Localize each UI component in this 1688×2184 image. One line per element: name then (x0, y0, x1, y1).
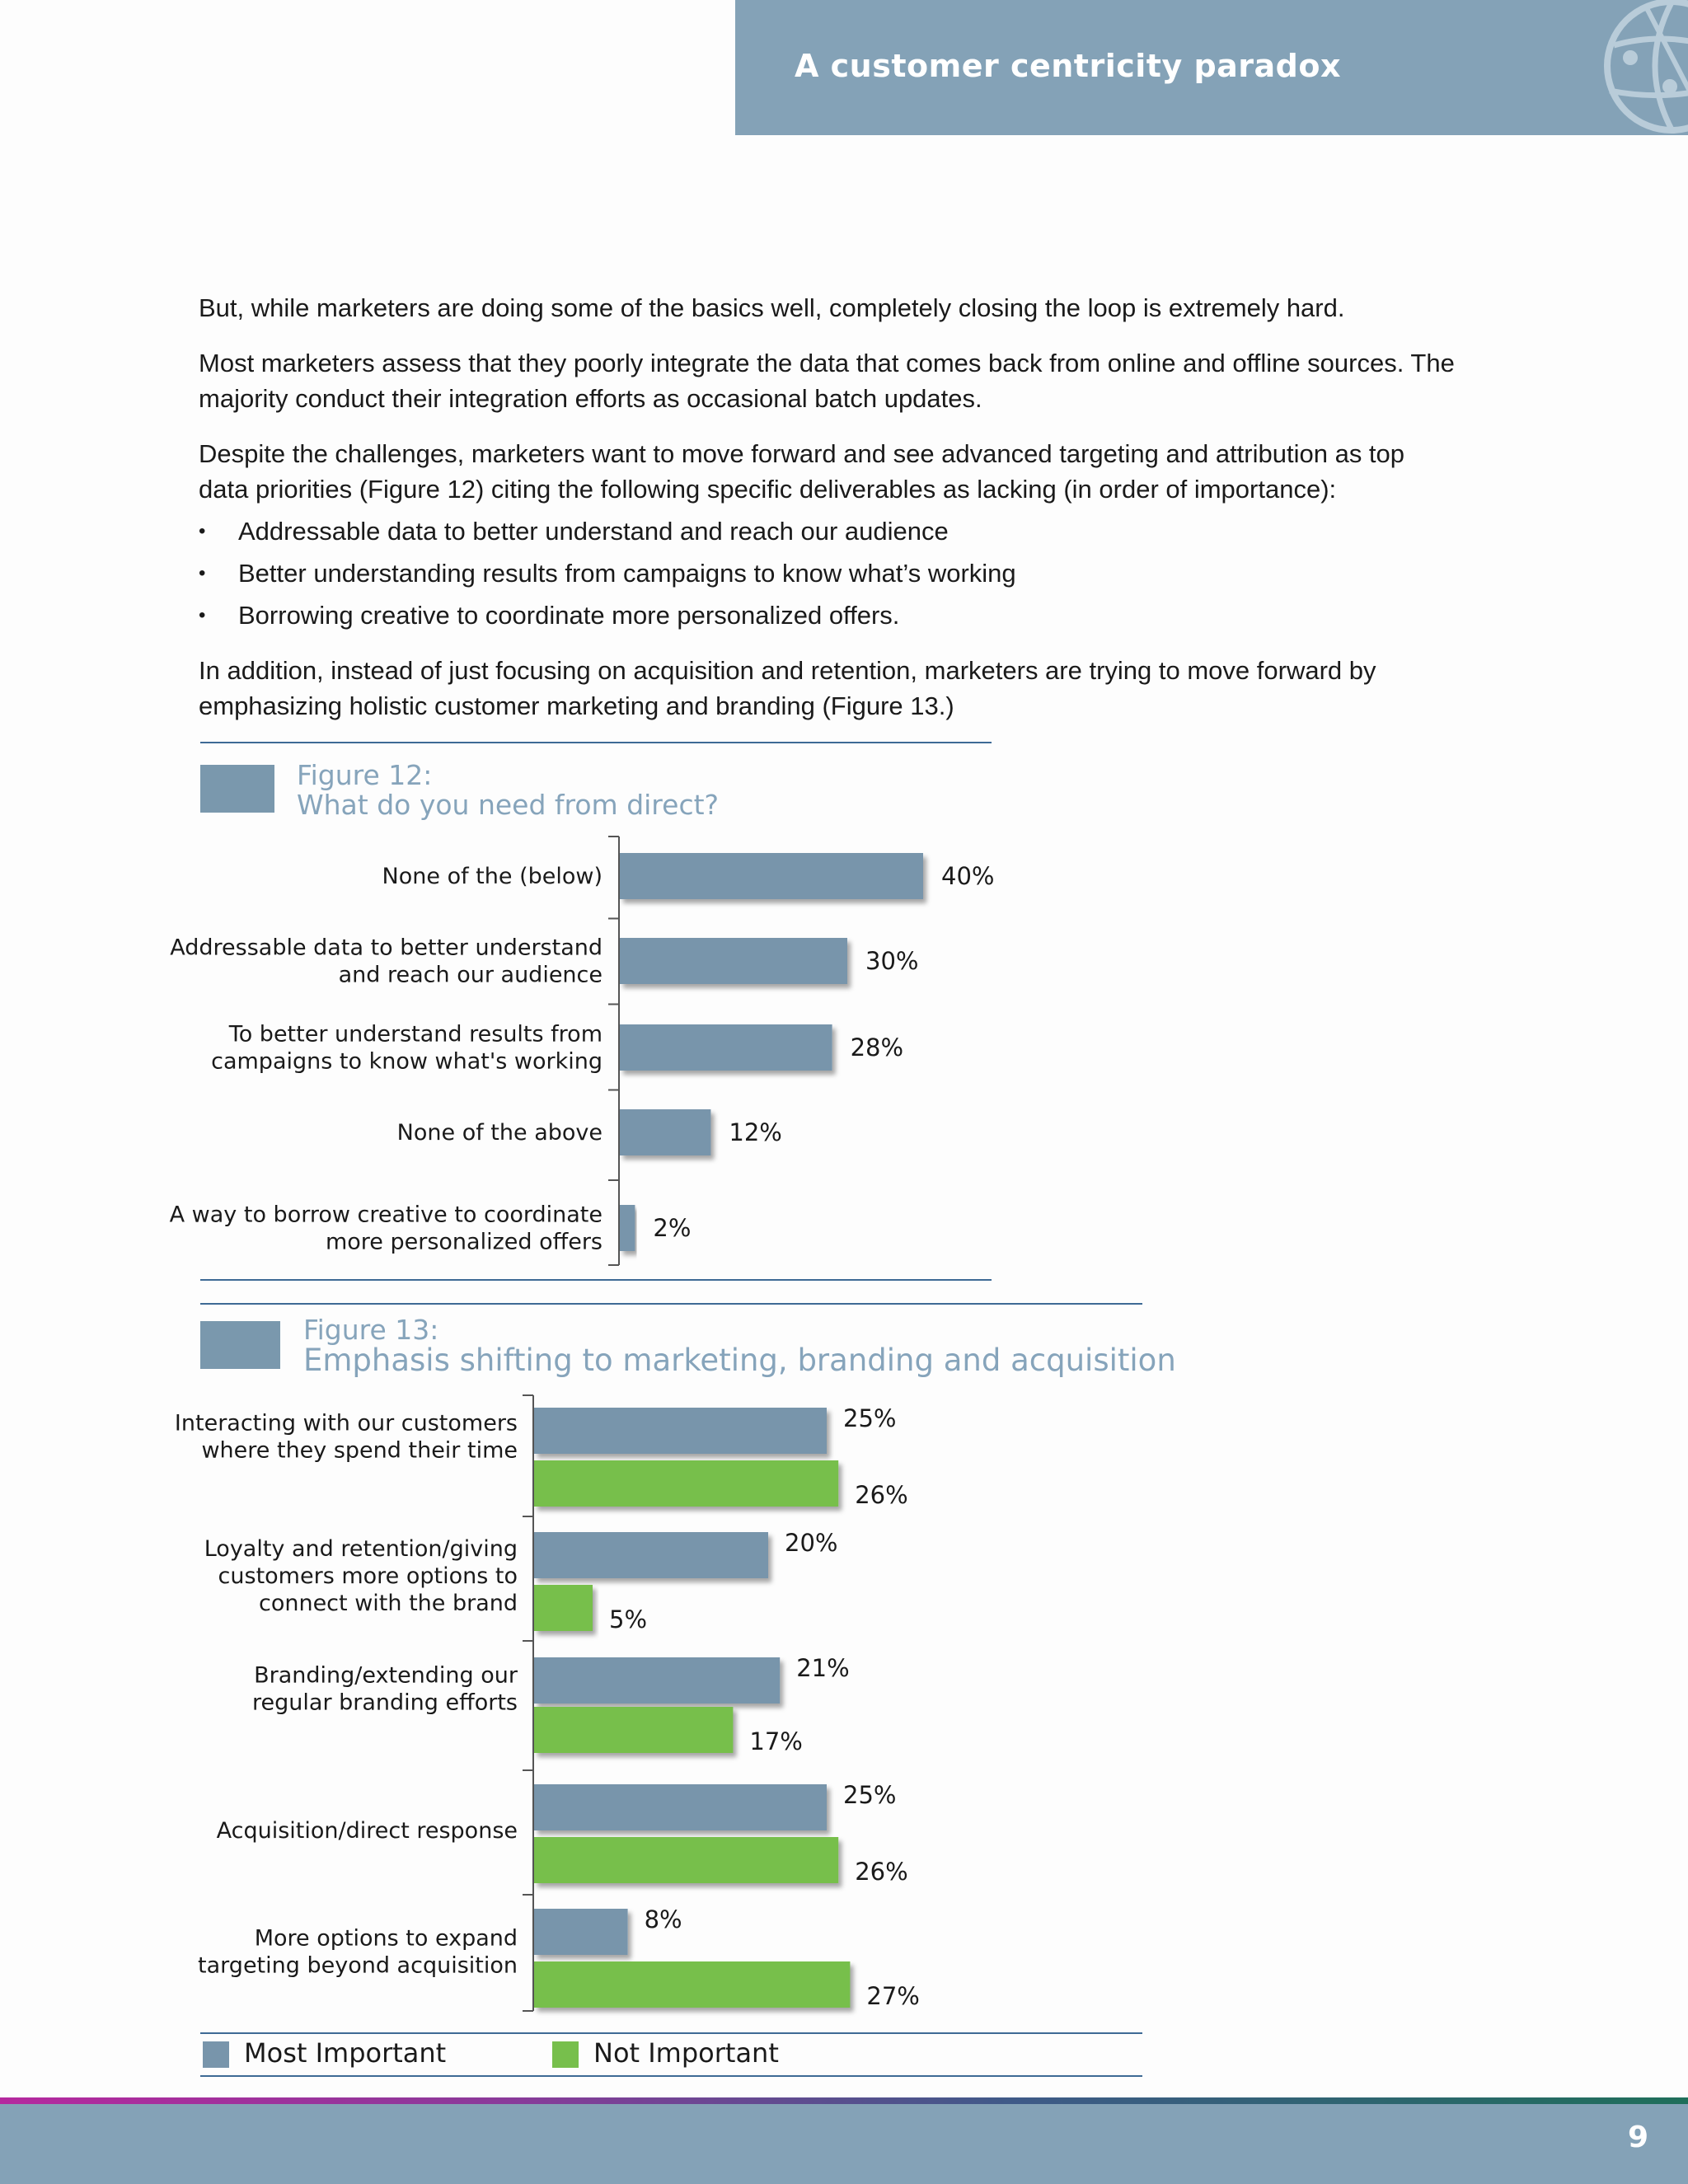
data-label: 12% (729, 1118, 781, 1146)
category-label: Branding/extending our regular branding e… (252, 1663, 518, 1716)
bar (534, 1837, 839, 1883)
data-label: 28% (851, 1033, 903, 1062)
category-label: Addressable data to better understand and… (170, 935, 603, 988)
category-label: Interacting with our customers where they… (175, 1411, 518, 1464)
bar (620, 1109, 711, 1155)
paragraph: In addition, instead of just focusing on… (199, 656, 1376, 720)
legend-swatch-most-important (203, 2041, 229, 2068)
category-label: Acquisition/direct response (217, 1818, 518, 1844)
paragraph: Most marketers assess that they poorly i… (199, 349, 1455, 413)
category-label: To better understand results from campaig… (211, 1022, 603, 1075)
bar (534, 1585, 593, 1631)
legend-label-most-important: Most Important (244, 2037, 447, 2069)
header-title: A customer centricity paradox (795, 48, 1341, 84)
figure12-title: What do you need from direct? (297, 789, 720, 821)
data-label: 27% (866, 1982, 919, 2010)
data-label: 5% (609, 1605, 647, 1633)
data-label: 40% (941, 862, 994, 890)
paragraph: Despite the challenges, marketers want t… (199, 439, 1405, 504)
category-label: More options to expand targeting beyond a… (198, 1926, 518, 1979)
legend-bottom-rule (200, 2075, 1142, 2077)
bar (534, 1909, 628, 1955)
bar (534, 1532, 768, 1578)
bullet-item: Borrowing creative to coordinate more pe… (199, 598, 1460, 633)
bar (534, 1460, 839, 1507)
globe-icon (1604, 0, 1688, 134)
bar (534, 1784, 827, 1830)
legend-label-not-important: Not Important (593, 2037, 779, 2069)
bullet-item: Better understanding results from campai… (199, 555, 1460, 591)
data-label: 26% (855, 1858, 907, 1886)
data-label: 25% (843, 1404, 896, 1432)
bar (620, 1024, 832, 1071)
paragraph: But, while marketers are doing some of t… (199, 293, 1345, 322)
figure12-top-rule (200, 742, 992, 743)
bar (620, 853, 923, 899)
category-label: None of the above (397, 1120, 603, 1146)
bar (534, 1961, 851, 2008)
bar (620, 938, 847, 984)
data-label: 26% (855, 1481, 907, 1509)
data-label: 25% (843, 1781, 896, 1809)
footer-bar: 9 (0, 2104, 1688, 2184)
data-label: 8% (645, 1905, 682, 1933)
category-label: A way to borrow creative to coordinate mo… (170, 1202, 603, 1255)
header-bar: A customer centricity paradox (735, 0, 1688, 135)
legend-swatch-not-important (552, 2041, 579, 2068)
legend-top-rule (200, 2032, 1142, 2034)
bar (534, 1707, 734, 1753)
page-number: 9 (1627, 2121, 1648, 2154)
bar (534, 1657, 781, 1704)
body-text: But, while marketers are doing some of t… (199, 290, 1460, 743)
figure12-number: Figure 12: (297, 759, 433, 791)
footer-stripe (0, 2097, 1688, 2104)
bar (534, 1408, 827, 1454)
figure13-title: Emphasis shifting to marketing, branding… (303, 1343, 1176, 1378)
figure13-number: Figure 13: (303, 1314, 439, 1346)
figure13-chart: 25% 26% Interacting with our customers wher… (175, 1394, 920, 2012)
category-label: Loyalty and retention/giving customers mo… (204, 1536, 518, 1616)
figure12-chart: 40% None of the (below) 30% Addressable dat… (170, 836, 994, 1266)
figure13-swatch (200, 1321, 280, 1369)
figure13-top-rule (200, 1303, 1142, 1305)
category-label: None of the (below) (382, 864, 603, 889)
bullet-list: Addressable data to better understand an… (199, 513, 1460, 633)
data-label: 2% (653, 1214, 691, 1242)
data-label: 30% (865, 947, 918, 975)
data-label: 21% (796, 1654, 849, 1682)
figure12-bottom-rule (200, 1279, 992, 1281)
bullet-item: Addressable data to better understand an… (199, 513, 1460, 549)
bar (620, 1205, 635, 1251)
data-label: 17% (749, 1727, 802, 1755)
data-label: 20% (785, 1529, 837, 1557)
figure12-swatch (200, 765, 274, 813)
